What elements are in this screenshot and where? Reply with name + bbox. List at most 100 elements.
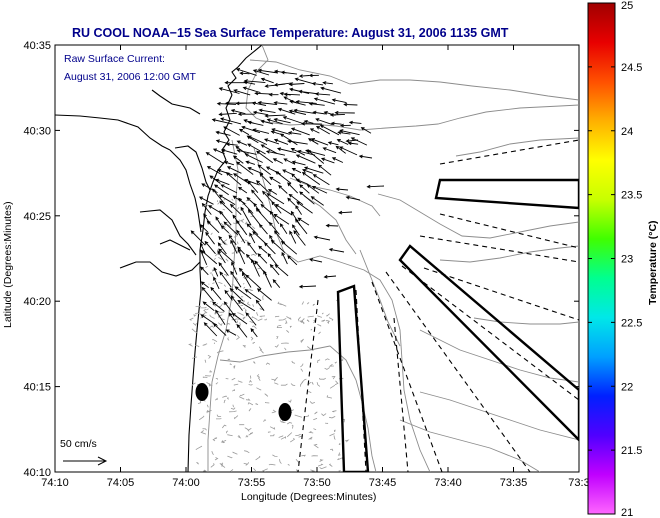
current-vector bbox=[237, 299, 256, 312]
contour-fragment bbox=[215, 382, 219, 385]
contour-fragment bbox=[242, 316, 246, 320]
contour-fragment bbox=[319, 377, 324, 380]
current-vector bbox=[202, 301, 215, 312]
current-vector bbox=[289, 100, 306, 106]
current-vector bbox=[204, 240, 216, 255]
current-vector bbox=[220, 117, 242, 125]
contour-fragment bbox=[328, 463, 333, 467]
current-vector bbox=[258, 108, 276, 114]
current-vector bbox=[257, 253, 268, 264]
contour-fragment bbox=[252, 341, 256, 344]
current-vector bbox=[216, 169, 233, 176]
contour-fragment bbox=[314, 411, 318, 415]
current-vector bbox=[225, 171, 242, 186]
contour-fragment bbox=[333, 435, 336, 440]
contour-fragment bbox=[307, 346, 314, 352]
current-vector bbox=[229, 203, 242, 216]
current-vector bbox=[199, 224, 209, 233]
current-vector bbox=[301, 171, 321, 185]
contour-fragment bbox=[338, 442, 341, 445]
current-vector bbox=[308, 101, 325, 106]
contour-fragment bbox=[280, 383, 288, 386]
current-vector bbox=[213, 184, 229, 196]
current-vector bbox=[234, 286, 252, 300]
contour-fragment bbox=[248, 432, 254, 436]
contour-fragment bbox=[318, 331, 322, 335]
contour-fragment bbox=[227, 224, 231, 227]
current-vector bbox=[212, 301, 225, 312]
current-vector bbox=[291, 173, 302, 184]
current-vector bbox=[238, 128, 250, 136]
contour-fragment bbox=[223, 399, 226, 404]
current-vector bbox=[345, 195, 361, 201]
current-vector bbox=[271, 128, 290, 135]
contour-fragment bbox=[269, 433, 275, 437]
colorbar-label: Temperature (°C) bbox=[647, 220, 659, 305]
contour-fragment bbox=[334, 380, 339, 386]
contour-fragment bbox=[286, 330, 290, 333]
current-vector bbox=[219, 200, 233, 214]
y-tick-label: 40:20 bbox=[23, 296, 51, 308]
current-vector bbox=[229, 287, 244, 302]
contour-fragment bbox=[210, 463, 215, 468]
current-vector bbox=[345, 139, 359, 143]
current-vector bbox=[250, 328, 258, 338]
current-vector bbox=[257, 100, 277, 106]
contour-fragment bbox=[267, 431, 271, 433]
current-label: Raw Surface Current: bbox=[64, 53, 165, 65]
current-vector bbox=[231, 261, 238, 275]
contour-fragment bbox=[233, 383, 239, 386]
contour-fragment bbox=[252, 325, 257, 329]
current-vector bbox=[225, 329, 237, 336]
contour-fragment bbox=[220, 440, 227, 443]
current-vector bbox=[218, 112, 237, 117]
contour-fragment bbox=[248, 408, 252, 412]
contour-fragment bbox=[248, 384, 253, 386]
contour-fragment bbox=[202, 428, 207, 431]
current-vector bbox=[235, 68, 257, 76]
contour-fragment bbox=[230, 407, 236, 410]
current-vector bbox=[312, 110, 326, 115]
contour-fragment bbox=[324, 367, 331, 370]
x-axis-label: Longitude (Degrees:Minutes) bbox=[241, 491, 376, 503]
current-vector bbox=[309, 128, 320, 134]
current-vector bbox=[200, 314, 216, 325]
contour-fragment bbox=[307, 302, 310, 305]
contour-fragment bbox=[333, 429, 336, 432]
contour-fragment bbox=[345, 439, 350, 443]
current-vector bbox=[331, 98, 347, 104]
contour-fragment bbox=[272, 454, 278, 457]
current-vector bbox=[294, 218, 308, 235]
current-vector bbox=[244, 289, 262, 301]
current-vector bbox=[288, 82, 305, 87]
current-vector bbox=[266, 118, 283, 125]
contour-fragment bbox=[256, 312, 259, 316]
contour-fragment bbox=[294, 414, 303, 418]
current-vector bbox=[272, 158, 283, 164]
contour-fragment bbox=[337, 452, 341, 456]
current-vector bbox=[233, 173, 250, 185]
contour-fragment bbox=[295, 458, 299, 464]
current-vector bbox=[230, 295, 243, 311]
current-vector bbox=[230, 239, 238, 254]
contour-fragment bbox=[212, 282, 215, 284]
contour-fragment bbox=[223, 239, 228, 243]
current-vector bbox=[295, 178, 309, 185]
contour-fragment bbox=[325, 320, 331, 322]
current-vector bbox=[310, 196, 324, 206]
contour-fragment bbox=[211, 273, 214, 277]
contour-fragment bbox=[231, 198, 234, 201]
current-vector bbox=[226, 166, 242, 174]
contour-fragment bbox=[313, 428, 317, 431]
x-tick-label: 73:50 bbox=[303, 477, 331, 489]
current-vector bbox=[260, 77, 274, 84]
contour-fragment bbox=[233, 247, 238, 250]
current-vector bbox=[258, 223, 268, 235]
contour-fragment bbox=[245, 434, 249, 438]
contour-fragment bbox=[286, 432, 293, 438]
current-vector bbox=[230, 270, 242, 288]
contour-fragment bbox=[251, 316, 258, 320]
current-vector bbox=[235, 145, 247, 155]
current-vector bbox=[246, 197, 256, 205]
contour-fragment bbox=[223, 284, 227, 287]
